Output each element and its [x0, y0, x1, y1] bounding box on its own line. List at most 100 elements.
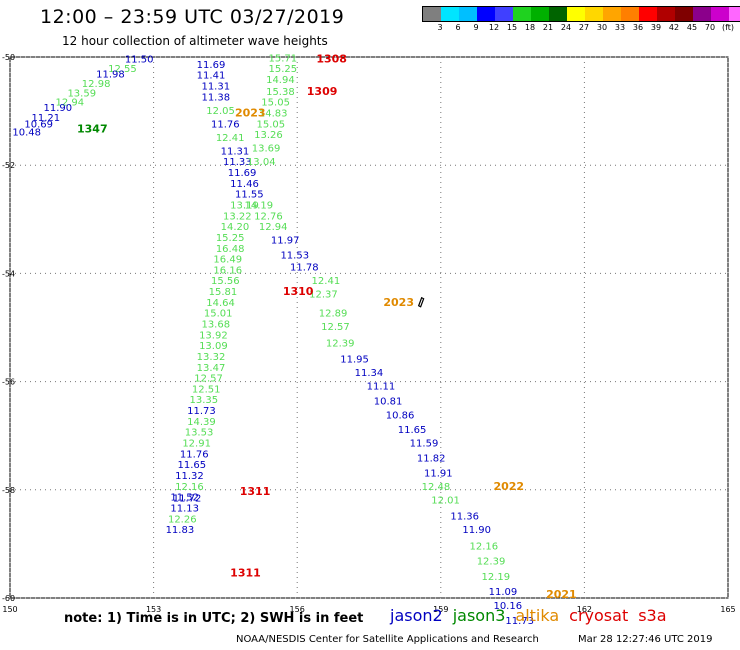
wave-height-label: 11.50 [125, 54, 154, 65]
lon-tick-label: 156 [290, 605, 305, 614]
wave-height-label: 11.76 [180, 449, 209, 460]
footer-credit: NOAA/NESDIS Center for Satellite Applica… [236, 634, 539, 645]
wave-height-label: 12.94 [55, 98, 84, 109]
wave-height-label: 11.32 [175, 471, 204, 482]
colorbar-label: 30 [596, 23, 608, 32]
wave-height-label: 11.13 [170, 503, 199, 514]
wave-height-label: 13.04 [247, 157, 276, 168]
wave-height-label: 11.11 [367, 382, 396, 393]
wave-height-label: 11.41 [197, 71, 226, 82]
wave-height-label: 11.38 [201, 92, 230, 103]
colorbar-swatch [657, 7, 675, 21]
colorbar-swatch [477, 7, 495, 21]
lon-tick-label: 150 [2, 605, 17, 614]
pass-number-label: 1310 [283, 285, 314, 298]
colorbar-label: 21 [542, 23, 554, 32]
colorbar-swatch [531, 7, 549, 21]
legend-entry-jason2: jason2 [390, 606, 443, 625]
pass-number-label: 2023 [383, 296, 414, 309]
lat-tick-label: -54 [2, 269, 15, 278]
wave-height-label: 12.41 [216, 133, 245, 144]
colorbar-label: 45 [686, 23, 698, 32]
wave-height-label: 16.49 [213, 255, 242, 266]
wave-height-label: 11.31 [221, 146, 250, 157]
wave-height-label: 11.46 [230, 179, 259, 190]
pass-number-label: 2023 [235, 107, 266, 120]
lon-tick-label: 165 [720, 605, 735, 614]
wave-height-label: 14.39 [187, 417, 216, 428]
pass-number-label: 1309 [307, 85, 338, 98]
wave-height-label: 12.26 [168, 514, 197, 525]
wave-height-label: 11.21 [32, 113, 61, 124]
wave-height-label: 11.90 [44, 103, 73, 114]
island-outline [417, 296, 425, 308]
lon-tick-label: 162 [577, 605, 592, 614]
lat-tick-label: -56 [2, 378, 15, 387]
lon-tick-label: 153 [146, 605, 161, 614]
pass-number-label: 1347 [77, 123, 108, 136]
wave-height-label: 11.36 [450, 512, 479, 523]
colorbar-swatch [693, 7, 711, 21]
wave-height-label: 14.20 [221, 222, 250, 233]
wave-height-label: 11.31 [201, 81, 230, 92]
wave-height-colorbar [422, 6, 740, 22]
wave-height-label: 12.16 [470, 541, 499, 552]
map-subtitle: 12 hour collection of altimeter wave hei… [62, 34, 328, 48]
wave-height-label: 11.65 [398, 425, 427, 436]
wave-height-label: 11.90 [462, 525, 491, 536]
wave-height-label: 13.68 [201, 320, 230, 331]
colorbar-swatch [459, 7, 477, 21]
wave-height-label: 13.19 [230, 200, 259, 211]
colorbar-swatch [441, 7, 459, 21]
wave-height-label: 16.16 [213, 265, 242, 276]
map-title: 12:00 – 23:59 UTC 03/27/2019 [40, 6, 345, 28]
lat-tick-label: -58 [2, 486, 15, 495]
wave-height-label: 13.59 [67, 88, 96, 99]
wave-height-label: 12.57 [194, 374, 223, 385]
units-note: note: 1) Time is in UTC; 2) SWH is in fe… [64, 611, 364, 626]
colorbar-swatch [711, 7, 729, 21]
wave-height-label: 13.69 [252, 144, 281, 155]
wave-height-label: 11.82 [417, 454, 446, 465]
wave-height-label: 14.83 [259, 109, 288, 120]
colorbar-label: 6 [455, 23, 461, 32]
wave-height-label: 12.91 [182, 439, 211, 450]
colorbar-label: 15 [506, 23, 518, 32]
wave-height-label: 11.59 [410, 439, 439, 450]
wave-height-label: 10.48 [12, 127, 41, 138]
wave-height-label: 11.69 [228, 168, 257, 179]
lat-tick-label: -60 [2, 594, 15, 603]
wave-height-label: 12.89 [319, 309, 348, 320]
wave-height-label: 13.09 [199, 341, 228, 352]
wave-height-label: 11.53 [280, 250, 309, 261]
wave-height-label: 10.69 [24, 119, 53, 130]
wave-height-label: 11.52 [170, 493, 199, 504]
footer-timestamp: Mar 28 12:27:46 UTC 2019 [578, 634, 713, 645]
lat-tick-label: -52 [2, 161, 15, 170]
wave-height-label: 13.26 [254, 130, 283, 141]
colorbar-label: 27 [578, 23, 590, 32]
wave-height-label: 12.98 [82, 79, 111, 90]
colorbar-label: 39 [650, 23, 662, 32]
map-frame [9, 56, 729, 599]
wave-height-label: 15.05 [261, 98, 290, 109]
wave-height-label: 11.73 [505, 616, 534, 627]
colorbar-label: 36 [632, 23, 644, 32]
wave-height-label: 11.33 [223, 157, 252, 168]
wave-height-label: 15.01 [204, 309, 233, 320]
colorbar-swatch [729, 7, 740, 21]
wave-height-label: 15.38 [266, 87, 295, 98]
wave-height-label: 11.98 [96, 70, 125, 81]
pass-number-label: 2022 [493, 480, 524, 493]
colorbar-swatch [423, 7, 441, 21]
legend-entry-altika: altika [515, 606, 560, 625]
wave-height-label: 11.97 [271, 236, 300, 247]
colorbar-swatch [549, 7, 567, 21]
legend-entry-s3a: s3a [638, 606, 667, 625]
wave-height-label: 13.92 [199, 330, 228, 341]
wave-height-label: 12.37 [309, 290, 338, 301]
colorbar-swatch [675, 7, 693, 21]
wave-height-label: 15.25 [216, 233, 245, 244]
wave-height-label: 12.39 [477, 556, 506, 567]
